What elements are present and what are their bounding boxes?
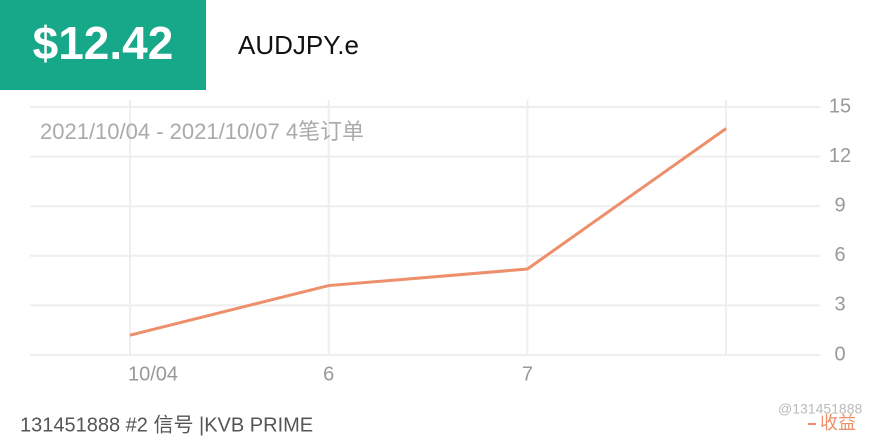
watermark: @131451888	[778, 401, 863, 417]
series-line	[129, 127, 727, 337]
y-tick-label: 3	[834, 294, 845, 316]
x-tick-label: 7	[522, 363, 533, 385]
account-info: 131451888 #2 信号 |KVB PRIME	[20, 413, 313, 436]
symbol: AUDJPY.e	[238, 30, 359, 60]
chart-subtitle: 2021/10/04 - 2021/10/07 4笔订单	[40, 119, 364, 144]
legend-label: 收益	[820, 413, 856, 433]
x-tick-label: 6	[323, 363, 334, 385]
y-tick-label: 9	[834, 194, 845, 216]
x-tick-label: 10/04	[128, 363, 178, 385]
y-tick-label: 6	[834, 244, 845, 266]
amount-badge	[0, 0, 206, 90]
y-tick-label: 15	[829, 95, 851, 117]
y-tick-label: 12	[829, 145, 851, 167]
amount: $12.42	[33, 17, 174, 69]
y-tick-label: 0	[834, 343, 845, 365]
